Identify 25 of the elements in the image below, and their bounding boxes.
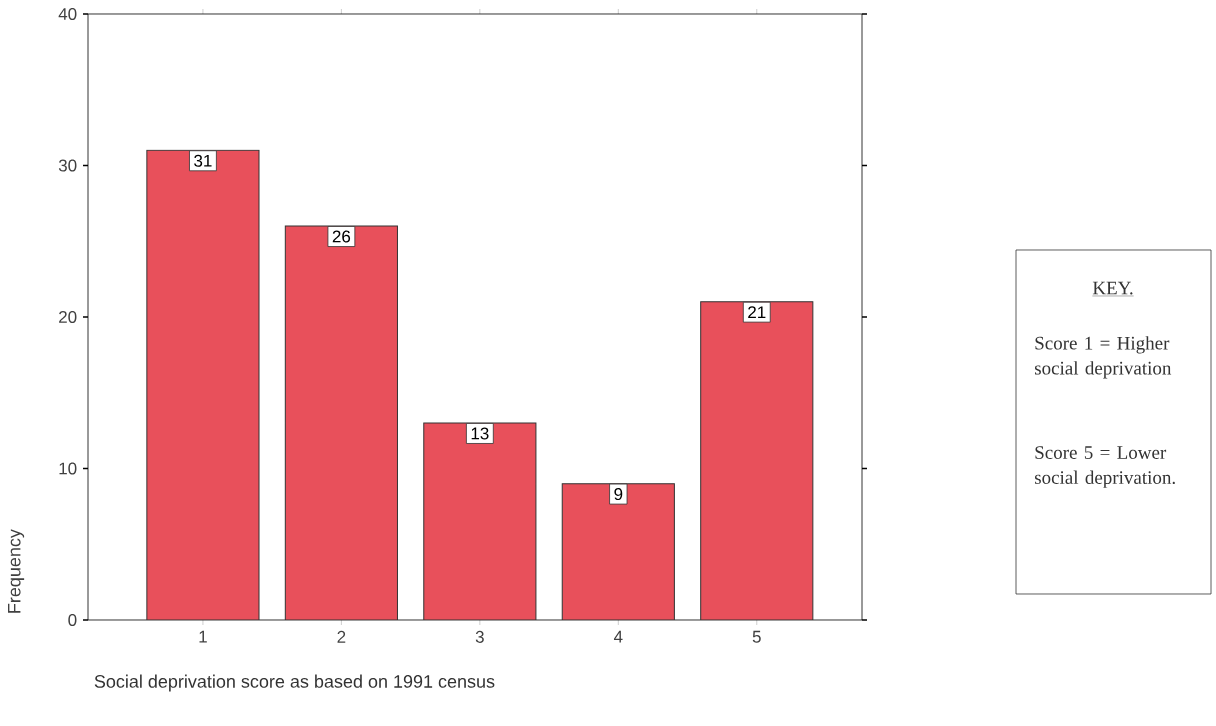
x-tick-label: 2	[337, 630, 346, 643]
bar	[285, 226, 398, 620]
y-tick-label: 30	[58, 159, 77, 172]
data-label: 9	[614, 488, 623, 501]
x-tick-label: 4	[613, 630, 623, 643]
y-tick-label: 40	[58, 7, 77, 21]
x-axis-title: Social deprivation score as based on 1991 census	[94, 674, 495, 692]
text: Score 1 = Higher social deprivation	[1035, 336, 1172, 379]
x-tick-label: 5	[752, 630, 761, 643]
text: Score 5 = Lower social deprivation.	[1035, 446, 1175, 488]
data-label: 31	[194, 154, 212, 167]
y-tick-label: 20	[59, 310, 77, 324]
y-tick-label: 10	[59, 462, 77, 475]
bar	[700, 301, 814, 620]
data-label: 13	[471, 427, 489, 440]
x-tick-label: 1	[199, 630, 207, 643]
data-label: 26	[332, 230, 351, 243]
y-axis-title: Frequency	[8, 529, 25, 613]
bar	[146, 150, 259, 620]
text: KEY.	[1092, 281, 1133, 295]
bar	[562, 483, 675, 620]
bar	[423, 423, 536, 620]
x-tick-label: 3	[475, 630, 484, 643]
y-tick-label: 0	[68, 613, 77, 627]
data-label: 21	[748, 306, 766, 319]
